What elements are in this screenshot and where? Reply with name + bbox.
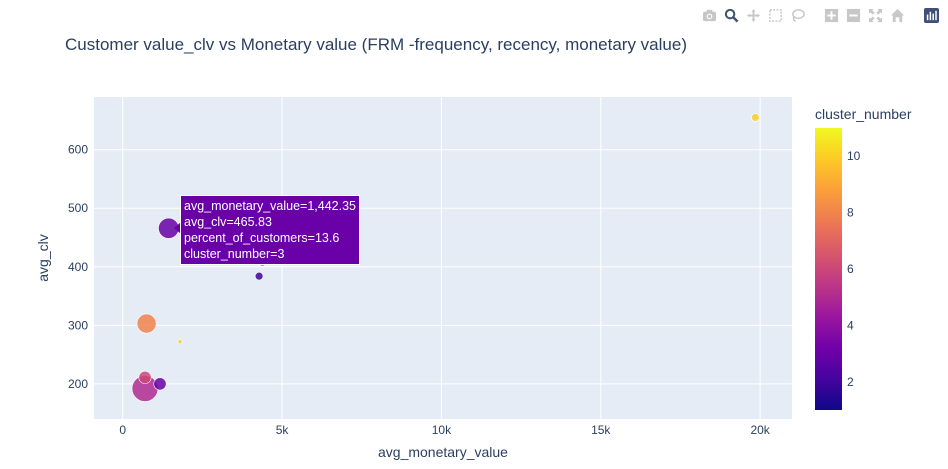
pan-icon[interactable] — [744, 6, 762, 24]
x-tick-label: 5k — [276, 423, 290, 437]
tooltip-line-percent: percent_of_customers=13.6 — [184, 231, 340, 245]
x-tick-label: 0 — [119, 423, 126, 437]
reset-axes-icon[interactable] — [888, 6, 906, 24]
scatter-point[interactable] — [177, 339, 183, 345]
zoom-icon[interactable] — [722, 6, 740, 24]
box-select-icon[interactable] — [766, 6, 784, 24]
y-tick-label: 300 — [68, 318, 88, 332]
scatter-point[interactable] — [254, 271, 264, 281]
colorbar-tick-label: 2 — [847, 375, 854, 389]
tick-labels: 0 5k 10k 15k 20k 200 300 400 500 600 — [68, 143, 771, 437]
chart-title: Customer value_clv vs Monetary value (FR… — [65, 35, 687, 54]
x-tick-label: 20k — [750, 423, 770, 437]
y-tick-label: 500 — [68, 201, 88, 215]
colorbar — [815, 128, 842, 410]
colorbar-tick-label: 10 — [847, 149, 861, 163]
camera-icon[interactable] — [700, 6, 718, 24]
scatter-point[interactable] — [751, 113, 760, 122]
x-tick-label: 10k — [432, 423, 452, 437]
modebar — [700, 6, 940, 24]
colorbar-tick-label: 4 — [847, 318, 854, 332]
scatter-point[interactable] — [138, 370, 152, 384]
lasso-select-icon[interactable] — [788, 6, 806, 24]
tooltip-arrow — [174, 222, 181, 234]
x-axis-label: avg_monetary_value — [378, 444, 508, 460]
hover-tooltip: avg_monetary_value=1,442.35 avg_clv=465.… — [180, 195, 361, 265]
autoscale-icon[interactable] — [866, 6, 884, 24]
y-axis-label: avg_clv — [35, 234, 51, 281]
y-tick-label: 200 — [68, 377, 88, 391]
scatter-point[interactable] — [153, 377, 167, 391]
colorbar-tick-label: 8 — [847, 206, 854, 220]
y-tick-label: 400 — [68, 260, 88, 274]
tooltip-line-monetary: avg_monetary_value=1,442.35 — [184, 199, 357, 213]
tooltip-line-clv: avg_clv=465.83 — [184, 215, 272, 229]
colorbar-tick-label: 6 — [847, 262, 854, 276]
plotly-logo-icon[interactable] — [922, 6, 940, 24]
scatter-point[interactable] — [136, 313, 157, 334]
tooltip-line-cluster: cluster_number=3 — [184, 247, 285, 261]
zoom-out-icon[interactable] — [844, 6, 862, 24]
data-points — [131, 113, 760, 402]
colorbar-ticks: 2 4 6 8 10 — [847, 149, 861, 389]
colorbar-title: cluster_number — [815, 106, 912, 122]
y-tick-label: 600 — [68, 143, 88, 157]
x-tick-label: 15k — [591, 423, 611, 437]
zoom-in-icon[interactable] — [822, 6, 840, 24]
